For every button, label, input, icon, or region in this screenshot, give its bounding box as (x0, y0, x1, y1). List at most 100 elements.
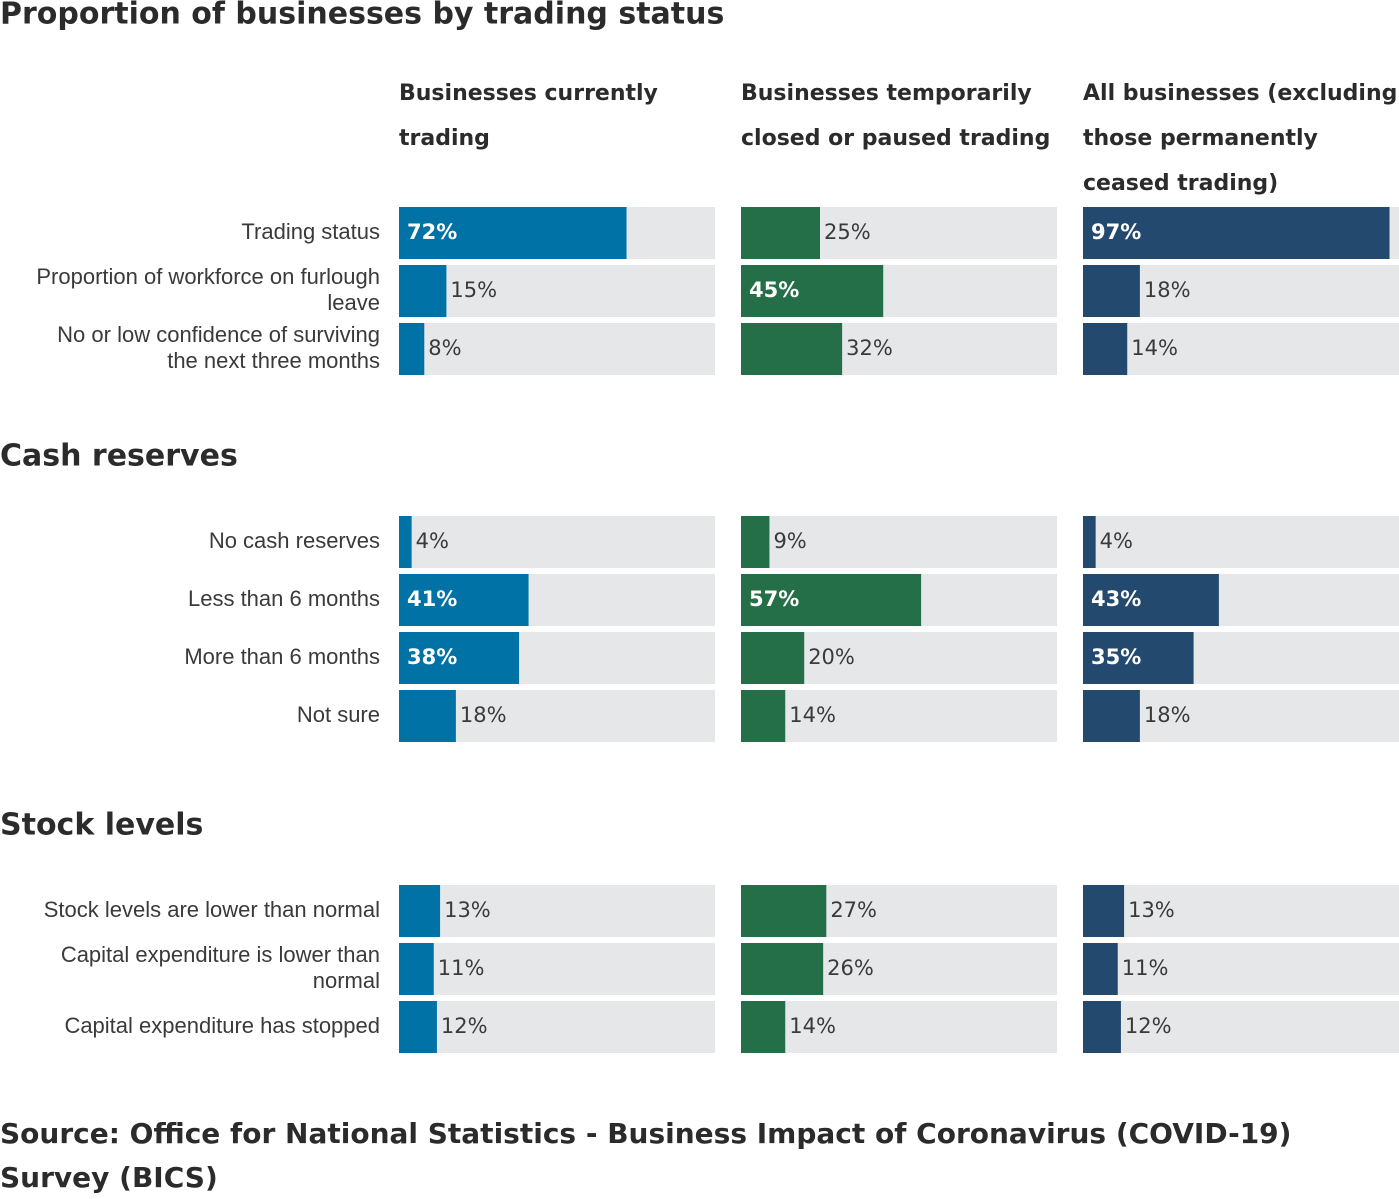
data-label-p2-r1-c3: 4% (1100, 529, 1133, 553)
data-label-p1-r2-c1: 15% (450, 278, 497, 302)
data-label-p3-r1-c2: 27% (830, 898, 877, 922)
data-label-p2-r3-c1: 38% (407, 645, 457, 669)
data-label-p2-r4-c2: 14% (789, 703, 836, 727)
column-header-3-line-3: ceased trading) (1083, 171, 1278, 196)
bar-track-p1-r2-c1 (399, 265, 715, 317)
data-label-p3-r3-c1: 12% (441, 1014, 488, 1038)
data-label-p3-r3-c2: 14% (789, 1014, 836, 1038)
data-label-p1-r1-c3: 97% (1091, 220, 1141, 244)
panel-title-3: Stock levels (0, 808, 203, 843)
data-label-p3-r1-c1: 13% (444, 898, 491, 922)
data-label-p2-r1-c2: 9% (773, 529, 806, 553)
row-label-p1-r2-line-1: Proportion of workforce on furlough (36, 264, 380, 289)
bar-track-p3-r3-c2 (741, 1001, 1057, 1053)
data-label-p1-r3-c1: 8% (428, 336, 461, 360)
bar-p3-r1-c2 (741, 885, 827, 937)
bar-track-p3-r3-c1 (399, 1001, 715, 1053)
row-label-p3-r1: Stock levels are lower than normal (44, 897, 380, 922)
bar-p2-r3-c2 (741, 632, 805, 684)
bar-track-p1-r3-c3 (1083, 323, 1399, 375)
column-header-3-line-2: those permanently (1083, 126, 1318, 151)
data-label-p3-r2-c3: 11% (1122, 956, 1169, 980)
column-header-3-line-1: All businesses (excluding (1083, 81, 1397, 106)
data-label-p1-r2-c3: 18% (1144, 278, 1191, 302)
bar-track-p3-r1-c3 (1083, 885, 1399, 937)
bar-p2-r4-c3 (1083, 690, 1140, 742)
data-label-p2-r2-c2: 57% (749, 587, 799, 611)
bar-p2-r1-c2 (741, 516, 770, 568)
row-label-p2-r3: More than 6 months (184, 644, 380, 669)
data-label-p2-r3-c2: 20% (808, 645, 855, 669)
bar-p3-r2-c2 (741, 943, 824, 995)
data-label-p3-r2-c1: 11% (438, 956, 485, 980)
bar-p1-r1-c2 (741, 207, 820, 259)
bar-p3-r3-c2 (741, 1001, 786, 1053)
data-label-p2-r2-c1: 41% (407, 587, 457, 611)
bar-p1-r3-c2 (741, 323, 843, 375)
bar-p2-r2-c2 (741, 574, 922, 626)
data-label-p2-r4-c1: 18% (460, 703, 507, 727)
bar-p2-r3-c3 (1083, 632, 1194, 684)
data-label-p2-r1-c1: 4% (416, 529, 449, 553)
row-label-p2-r2: Less than 6 months (188, 586, 380, 611)
bar-p2-r3-c1 (399, 632, 520, 684)
row-label-p3-r2-line-1: Capital expenditure is lower than (61, 942, 380, 967)
row-label-p2-r1: No cash reserves (209, 528, 380, 553)
bar-p1-r3-c1 (399, 323, 425, 375)
data-label-p1-r2-c2: 45% (749, 278, 799, 302)
row-label-p1-r3-line-1: No or low confidence of surviving (57, 322, 380, 347)
bar-track-p3-r1-c1 (399, 885, 715, 937)
bar-track-p1-r3-c1 (399, 323, 715, 375)
panel-title-1: Proportion of businesses by trading stat… (0, 0, 724, 32)
bar-track-p3-r3-c3 (1083, 1001, 1399, 1053)
bar-track-p2-r1-c1 (399, 516, 715, 568)
data-label-p1-r1-c1: 72% (407, 220, 457, 244)
bar-p1-r2-c2 (741, 265, 884, 317)
bar-p2-r1-c1 (399, 516, 412, 568)
column-header-1-line-1: Businesses currently (399, 81, 658, 106)
column-header-2-line-2: closed or paused trading (741, 126, 1050, 151)
column-header-2-line-1: Businesses temporarily (741, 81, 1032, 106)
row-label-p3-r3: Capital expenditure has stopped (64, 1013, 380, 1038)
data-label-p1-r3-c2: 32% (846, 336, 893, 360)
bar-p2-r4-c2 (741, 690, 786, 742)
panel-title-2: Cash reserves (0, 439, 238, 474)
bar-track-p3-r2-c1 (399, 943, 715, 995)
bar-p3-r1-c1 (399, 885, 441, 937)
bar-p1-r1-c3 (1083, 207, 1390, 259)
data-label-p2-r3-c3: 35% (1091, 645, 1141, 669)
bar-p2-r1-c3 (1083, 516, 1096, 568)
row-label-p1-r2-line-2: leave (327, 290, 380, 315)
bar-track-p2-r1-c2 (741, 516, 1057, 568)
row-label-p3-r2-line-2: normal (313, 968, 380, 993)
bar-track-p2-r4-c2 (741, 690, 1057, 742)
bar-p3-r2-c1 (399, 943, 434, 995)
data-label-p2-r2-c3: 43% (1091, 587, 1141, 611)
bar-track-p3-r2-c3 (1083, 943, 1399, 995)
row-label-p2-r4: Not sure (297, 702, 380, 727)
bar-p3-r3-c3 (1083, 1001, 1121, 1053)
bar-p1-r1-c1 (399, 207, 627, 259)
column-header-1-line-2: trading (399, 126, 490, 151)
data-label-p3-r1-c3: 13% (1128, 898, 1175, 922)
bar-p2-r2-c1 (399, 574, 529, 626)
bar-track-p2-r1-c3 (1083, 516, 1399, 568)
row-label-p1-r3-line-2: the next three months (167, 348, 380, 373)
data-label-p3-r3-c3: 12% (1125, 1014, 1172, 1038)
bar-p3-r2-c3 (1083, 943, 1118, 995)
bar-p1-r2-c1 (399, 265, 447, 317)
data-label-p3-r2-c2: 26% (827, 956, 874, 980)
source-note-line-1: Source: Office for National Statistics -… (0, 1117, 1291, 1150)
bar-p3-r3-c1 (399, 1001, 437, 1053)
bar-p1-r3-c3 (1083, 323, 1128, 375)
bar-p2-r2-c3 (1083, 574, 1219, 626)
data-label-p1-r1-c2: 25% (824, 220, 871, 244)
data-label-p1-r3-c3: 14% (1131, 336, 1178, 360)
bar-p2-r4-c1 (399, 690, 456, 742)
bar-p3-r1-c3 (1083, 885, 1125, 937)
data-label-p2-r4-c3: 18% (1144, 703, 1191, 727)
bar-p1-r2-c3 (1083, 265, 1140, 317)
source-note-line-2: Survey (BICS) (0, 1161, 218, 1194)
row-label-p1-r1: Trading status (241, 219, 380, 244)
